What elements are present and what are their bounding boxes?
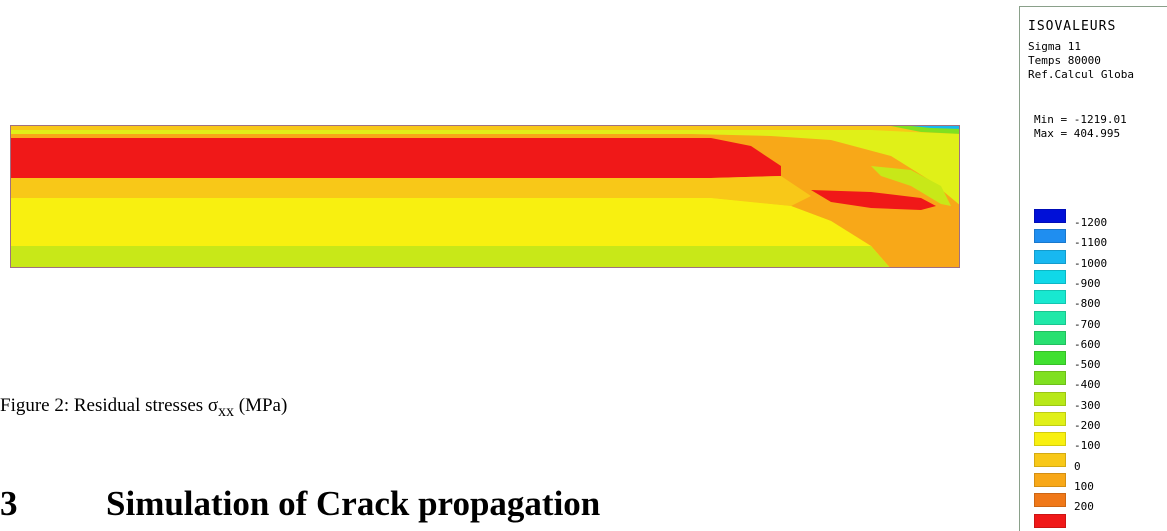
legend-swatch: [1034, 432, 1066, 446]
legend-swatch: [1034, 412, 1066, 426]
legend-level-label: -300: [1074, 399, 1101, 412]
legend-level-label: -700: [1074, 318, 1101, 331]
legend-swatch: [1034, 290, 1066, 304]
legend-swatch: [1034, 209, 1066, 223]
legend-max: Max = 404.995: [1034, 127, 1121, 140]
legend-variable: Sigma 11: [1028, 40, 1081, 53]
caption-subscript: xx: [218, 402, 234, 420]
legend-title: ISOVALEURS: [1028, 19, 1117, 34]
legend-level-label: -900: [1074, 277, 1101, 290]
legend-swatch: [1034, 270, 1066, 284]
legend-level-label: -100: [1074, 439, 1101, 452]
figure-caption: Figure 2: Residual stresses σxx (MPa): [0, 395, 287, 421]
legend-swatch: [1034, 473, 1066, 487]
transition-band: [11, 176, 811, 206]
legend-swatch: [1034, 250, 1066, 264]
legend-swatch: [1034, 493, 1066, 507]
legend-swatch: [1034, 331, 1066, 345]
legend-level-label: -400: [1074, 378, 1101, 391]
top-edge-band: [11, 126, 959, 134]
legend-level-label: 100: [1074, 480, 1094, 493]
legend-level-label: -600: [1074, 338, 1101, 351]
section-title: Simulation of Crack propagation: [106, 484, 601, 523]
top-right-blue: [911, 126, 959, 129]
secondary-tension-zone: [811, 190, 936, 210]
section-number: 3: [0, 484, 18, 523]
legend-swatch: [1034, 311, 1066, 325]
isovalue-legend: ISOVALEURS Sigma 11 Temps 80000 Ref.Calc…: [1019, 6, 1167, 531]
caption-text: Figure 2: Residual stresses σ: [0, 395, 219, 416]
compression-transition-zone: [871, 166, 951, 206]
legend-level-label: 0: [1074, 460, 1081, 473]
contour-map: [11, 126, 959, 267]
legend-min: Min = -1219.01: [1034, 113, 1127, 126]
legend-reference: Ref.Calcul Globa: [1028, 68, 1134, 81]
legend-swatch: [1034, 514, 1066, 528]
section-heading: 3 Simulation of Crack propagation: [0, 484, 600, 524]
legend-swatch: [1034, 392, 1066, 406]
legend-level-label: -800: [1074, 297, 1101, 310]
legend-level-label: -200: [1074, 419, 1101, 432]
legend-swatch: [1034, 453, 1066, 467]
legend-level-label: -1000: [1074, 257, 1108, 270]
bottom-band: [11, 246, 890, 267]
residual-stress-contour-plot: [10, 125, 960, 268]
main-tension-band: [11, 138, 781, 178]
legend-level-label: 200: [1074, 500, 1094, 513]
legend-level-label: -1200: [1074, 216, 1108, 229]
legend-time: Temps 80000: [1028, 54, 1101, 67]
legend-level-label: -1100: [1074, 236, 1108, 249]
caption-unit: (MPa): [234, 395, 288, 416]
legend-swatch: [1034, 371, 1066, 385]
legend-swatch: [1034, 351, 1066, 365]
legend-level-label: -500: [1074, 358, 1101, 371]
legend-swatch: [1034, 229, 1066, 243]
